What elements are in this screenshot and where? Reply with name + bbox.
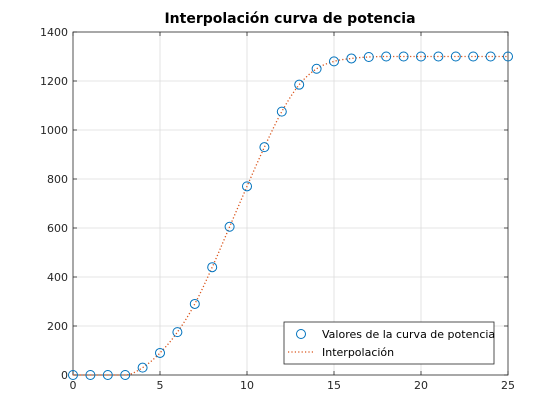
data-point-marker (259, 142, 270, 153)
x-tick-label: 15 (327, 379, 341, 392)
data-point-marker (485, 51, 496, 62)
chart-title: Interpolación curva de potencia (164, 11, 415, 27)
grid (73, 32, 508, 375)
x-tick-label: 10 (240, 379, 254, 392)
data-point-marker (120, 370, 131, 380)
data-point-marker (311, 63, 322, 74)
data-point-marker (416, 51, 426, 62)
legend: Valores de la curva de potencia Interpol… (283, 321, 495, 365)
data-point-marker (503, 51, 513, 62)
x-tick-label: 0 (70, 379, 77, 392)
x-tick-label: 25 (501, 379, 515, 392)
x-tick-label: 20 (414, 379, 428, 392)
data-point-marker (346, 53, 357, 64)
y-tick-label: 600 (47, 222, 68, 235)
x-tick-label: 5 (157, 379, 164, 392)
data-point-marker (172, 327, 183, 338)
axes-box (72, 31, 509, 376)
legend-box (283, 321, 495, 365)
data-point-marker (450, 51, 461, 62)
data-point-marker (85, 370, 96, 380)
data-point-marker (363, 51, 374, 62)
series-line-interpolacion (73, 55, 508, 376)
data-point-marker (329, 56, 339, 67)
y-tick-label: 200 (47, 320, 68, 333)
data-point-marker (276, 106, 287, 117)
data-point-marker (155, 347, 165, 358)
legend-label-series-2: Interpolación (322, 346, 394, 359)
plot-area (73, 32, 508, 375)
data-point-marker (189, 298, 200, 309)
y-tick-label: 1000 (40, 124, 68, 137)
data-point-marker (398, 51, 409, 62)
data-point-marker (433, 51, 444, 62)
data-point-marker (207, 262, 218, 273)
legend-marker-series-1 (296, 329, 306, 339)
data-point-marker (294, 79, 305, 90)
ticks: 0 5 10 15 20 25 0 200 400 600 800 1000 1200 1400 (40, 26, 515, 392)
data-point-marker (224, 221, 235, 232)
data-point-marker (381, 51, 392, 62)
axes-frame (72, 31, 509, 376)
data-point-marker (468, 51, 479, 62)
y-tick-label: 800 (47, 173, 68, 186)
data-point-marker (68, 370, 78, 380)
y-tick-label: 400 (47, 271, 68, 284)
data-point-marker (242, 181, 252, 192)
y-tick-label: 1400 (40, 26, 68, 39)
y-tick-label: 1200 (40, 75, 68, 88)
data-point-marker (137, 362, 148, 373)
y-tick-label: 0 (61, 369, 68, 382)
legend-label-series-1: Valores de la curva de potencia (322, 328, 495, 341)
data-point-marker (102, 370, 113, 380)
series (68, 51, 513, 380)
